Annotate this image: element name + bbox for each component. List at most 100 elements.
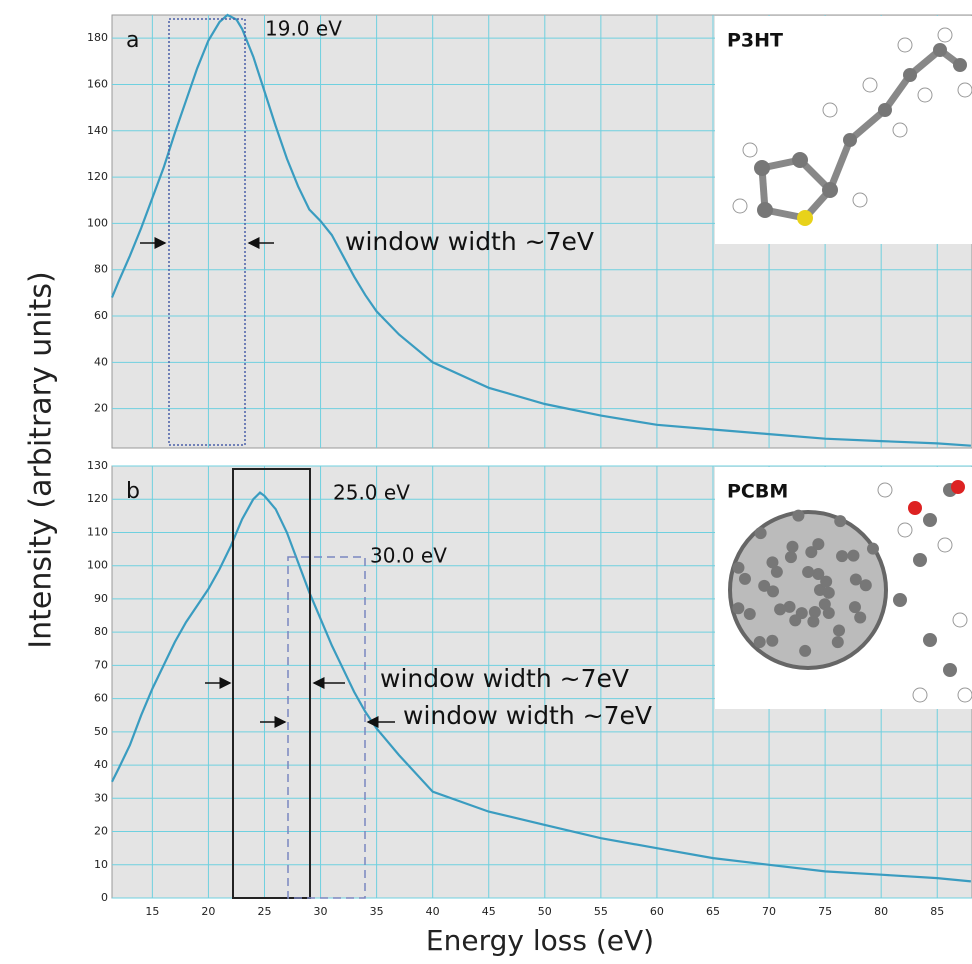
atom (754, 636, 766, 648)
atom (799, 645, 811, 657)
atom (823, 103, 837, 117)
atom (953, 58, 967, 72)
atom (918, 88, 932, 102)
atom (785, 551, 797, 563)
y-tick-label: 130 (87, 459, 108, 472)
annotation: window width ~7eV (345, 227, 594, 256)
x-tick-label: 65 (706, 905, 720, 918)
y-tick-label: 120 (87, 170, 108, 183)
atom (758, 580, 770, 592)
x-tick-label: 35 (370, 905, 384, 918)
atom (812, 568, 824, 580)
x-tick-label: 20 (201, 905, 215, 918)
x-axis-label: Energy loss (eV) (426, 924, 654, 957)
atom (943, 663, 957, 677)
y-tick-label: 100 (87, 216, 108, 229)
y-tick-label: 80 (94, 625, 108, 638)
atom (867, 543, 879, 555)
atom (744, 608, 756, 620)
y-tick-label: 120 (87, 492, 108, 505)
atom (958, 688, 972, 702)
annotation: window width ~7eV (380, 664, 629, 693)
atom (958, 83, 972, 97)
atom (878, 103, 892, 117)
atom (792, 510, 804, 522)
atom (860, 579, 872, 591)
figure: 20406080100120140160180aP3HT19.0 eVwindo… (0, 0, 972, 960)
inset-title: P3HT (727, 30, 783, 52)
atom (754, 160, 770, 176)
x-tick-label: 75 (818, 905, 832, 918)
annotation: 19.0 eV (265, 17, 342, 41)
y-tick-label: 70 (94, 658, 108, 671)
atom (853, 193, 867, 207)
atom (822, 182, 838, 198)
atom (757, 202, 773, 218)
inset-title: PCBM (727, 481, 788, 503)
atom (863, 78, 877, 92)
atom (766, 635, 778, 647)
x-tick-label: 45 (482, 905, 496, 918)
atom (733, 199, 747, 213)
atom (893, 123, 907, 137)
y-tick-label: 180 (87, 31, 108, 44)
atom (786, 541, 798, 553)
y-tick-label: 140 (87, 124, 108, 137)
atom (792, 152, 808, 168)
atom (913, 553, 927, 567)
atom (938, 28, 952, 42)
y-tick-label: 40 (94, 355, 108, 368)
atom (823, 587, 835, 599)
atom (807, 616, 819, 628)
atom (843, 133, 857, 147)
annotation: 25.0 eV (333, 481, 410, 505)
atom (832, 636, 844, 648)
atom (923, 633, 937, 647)
y-tick-label: 20 (94, 402, 108, 415)
y-tick-label: 80 (94, 263, 108, 276)
atom (812, 538, 824, 550)
panel-label: b (126, 479, 140, 504)
atom (797, 210, 813, 226)
atom (849, 601, 861, 613)
page: {"figure_labels": {"y_axis_label": "Inte… (0, 0, 972, 960)
atom (913, 688, 927, 702)
y-tick-label: 90 (94, 592, 108, 605)
atom (774, 603, 786, 615)
molecule-inset: PCBM (715, 467, 972, 709)
atom (908, 501, 922, 515)
y-tick-label: 50 (94, 725, 108, 738)
atom (732, 562, 744, 574)
atom (802, 566, 814, 578)
atom (923, 513, 937, 527)
atom (938, 538, 952, 552)
atom (833, 624, 845, 636)
atom (836, 550, 848, 562)
y-tick-label: 0 (101, 891, 108, 904)
atom (953, 613, 967, 627)
y-tick-label: 60 (94, 309, 108, 322)
x-tick-label: 60 (650, 905, 664, 918)
atom (755, 527, 767, 539)
y-tick-label: 40 (94, 758, 108, 771)
atom (898, 523, 912, 537)
atom (766, 556, 778, 568)
y-axis-label: Intensity (arbitrary units) (24, 271, 59, 648)
x-tick-label: 70 (762, 905, 776, 918)
y-tick-label: 60 (94, 692, 108, 705)
molecule-inset: P3HT (715, 16, 972, 244)
annotation: 30.0 eV (370, 544, 447, 568)
x-tick-label: 30 (314, 905, 328, 918)
atom (789, 614, 801, 626)
atom (878, 483, 892, 497)
y-tick-label: 160 (87, 77, 108, 90)
atom (933, 43, 947, 57)
panel-label: a (126, 28, 139, 53)
atom (893, 593, 907, 607)
atom (732, 602, 744, 614)
y-tick-label: 110 (87, 525, 108, 538)
atom (834, 515, 846, 527)
y-tick-label: 10 (94, 858, 108, 871)
x-tick-label: 40 (426, 905, 440, 918)
